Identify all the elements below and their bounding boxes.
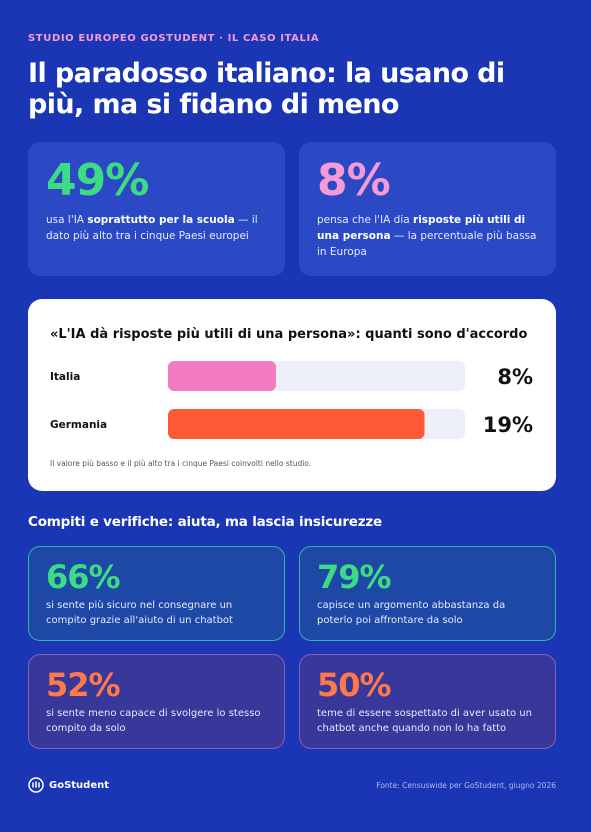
stat-value: 49% xyxy=(46,155,149,206)
stat-value: 50% xyxy=(317,666,392,704)
logo-icon xyxy=(28,777,44,793)
stat-text: capisce un argomento abbastanza da poter… xyxy=(317,600,506,626)
stat-text-bold: soprattutto per la scuola xyxy=(87,214,235,226)
category-label: Italia xyxy=(50,371,80,383)
stat-card: 52% si sente meno capace di svolgere lo s… xyxy=(28,654,285,749)
chart-title: «L'IA dà risposte più utili di una perso… xyxy=(50,327,527,342)
stat-text: usa l'IA soprattutto per la scuola — il … xyxy=(46,212,267,244)
source: Fonte: Censuswide per GoStudent, giugno … xyxy=(376,781,556,790)
value-label: 8% xyxy=(497,365,533,389)
kicker: STUDIO EUROPEO GOSTUDENT · IL CASO ITALI… xyxy=(28,33,320,44)
chart: «L'IA dà risposte più utili di una perso… xyxy=(50,327,533,468)
stat-text-bold: risposte più utili di una persona xyxy=(317,214,526,242)
chart-note: Il valore più basso e il più alto tra i … xyxy=(50,459,311,468)
stat-text: si sente più sicuro nel consegnare un co… xyxy=(46,600,233,626)
bar xyxy=(168,361,276,391)
stat-text-part: pensa che l'IA dia xyxy=(317,214,414,226)
stat-card: 79% capisce un argomento abbastanza da po… xyxy=(299,546,556,641)
chart-panel: «L'IA dà risposte più utili di una perso… xyxy=(28,299,556,491)
value-label: 19% xyxy=(483,413,533,437)
logo: GoStudent xyxy=(28,777,109,793)
logo-text: GoStudent xyxy=(49,779,110,791)
stat-text-part: — la percentuale più bassa in Europa xyxy=(317,230,537,258)
bar xyxy=(168,409,425,439)
stat-card: 66% si sente più sicuro nel consegnare un… xyxy=(28,546,285,641)
stat-card: 50% teme di essere sospettato di aver usa… xyxy=(299,654,556,749)
stat-text: pensa che l'IA dia risposte più utili di… xyxy=(317,212,538,260)
stat-card: 49% usa l'IA soprattutto per la scuola — … xyxy=(28,142,285,276)
stat-text-part: usa l'IA xyxy=(46,214,88,226)
section-title: Compiti e verifiche: aiuta, ma lascia in… xyxy=(28,514,383,530)
category-label: Germania xyxy=(50,419,107,431)
stat-text: si sente meno capace di svolgere lo stes… xyxy=(46,708,261,734)
stat-value: 52% xyxy=(46,666,121,704)
stat-text-part: — il dato più alto tra i cinque Paesi eu… xyxy=(46,214,258,242)
stat-value: 8% xyxy=(317,155,391,206)
stat-value: 79% xyxy=(317,558,392,596)
stat-card: 8% pensa che l'IA dia risposte più utili … xyxy=(299,142,556,276)
stat-value: 66% xyxy=(46,558,121,596)
stat-text: teme di essere sospettato di aver usato … xyxy=(317,708,532,734)
page-title: Il paradosso italiano: la usano di più, … xyxy=(28,58,505,120)
